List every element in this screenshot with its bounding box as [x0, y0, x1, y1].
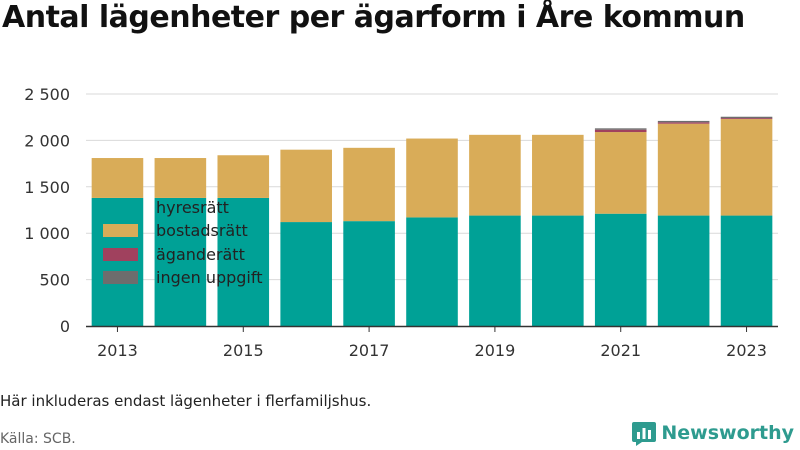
bar-2013-1: [91, 158, 144, 198]
x-tick-label-2013: 2013: [97, 341, 138, 360]
brand-name: Newsworthy: [661, 422, 794, 444]
bar-2019-1: [469, 134, 521, 216]
bar-2015-1: [217, 155, 270, 198]
y-tick-label-1500: 1 500: [24, 178, 70, 197]
x-tick-label-2015: 2015: [223, 341, 264, 360]
chart-note: Här inkluderas endast lägenheter i flerf…: [0, 392, 372, 410]
bar-2016-0: [280, 222, 332, 326]
bar-2023-3: [720, 116, 773, 119]
bar-2014-1: [154, 158, 207, 198]
y-tick-label-2500: 2 500: [24, 85, 70, 104]
legend-label-hyresratt: hyresrätt: [156, 198, 229, 218]
bar-2017-1: [343, 147, 395, 222]
bar-2022-1: [657, 123, 710, 216]
legend-label-ingen-uppgift: ingen uppgift: [156, 268, 263, 288]
bar-2021-1: [594, 132, 647, 214]
y-tick-label-0: 0: [60, 317, 70, 336]
bar-2021-2: [594, 129, 647, 133]
bar-2020-0: [532, 215, 584, 326]
legend-item-ingen-uppgift[interactable]: ingen uppgift: [103, 266, 283, 289]
legend-swatch-hyresratt: [103, 201, 138, 215]
bar-2017-0: [343, 221, 395, 326]
legend-item-aganderatt[interactable]: äganderätt: [103, 243, 283, 266]
y-tick-label-500: 500: [39, 271, 70, 290]
bar-2019-0: [469, 215, 521, 326]
brand-logo[interactable]: Newsworthy: [632, 420, 794, 446]
source-label: Källa: SCB.: [0, 431, 76, 447]
chart-legend: hyresrätt bostadsrätt äganderätt ingen u…: [103, 196, 283, 289]
x-tick-label-2019: 2019: [475, 341, 516, 360]
x-tick-label-2017: 2017: [349, 341, 390, 360]
newsworthy-chart-logo-icon: [632, 422, 657, 446]
bar-2023-1: [720, 119, 773, 216]
bar-2023-2: [720, 118, 773, 120]
bar-2013-0: [91, 197, 144, 326]
legend-swatch-bostadsratt: [103, 224, 138, 238]
bar-2023-0: [720, 215, 773, 326]
bar-2020-1: [532, 134, 584, 216]
legend-swatch-aganderatt: [103, 247, 138, 261]
x-tick-label-2021: 2021: [600, 341, 641, 360]
bar-2021-0: [594, 213, 647, 326]
legend-label-bostadsratt: bostadsrätt: [156, 221, 248, 241]
y-tick-label-2000: 2 000: [24, 131, 70, 150]
legend-item-bostadsratt[interactable]: bostadsrätt: [103, 219, 283, 242]
legend-item-hyresratt[interactable]: hyresrätt: [103, 196, 283, 219]
bar-2022-2: [657, 122, 710, 124]
bar-2018-1: [406, 138, 458, 218]
bar-2022-3: [657, 120, 710, 123]
legend-label-aganderatt: äganderätt: [156, 244, 245, 264]
legend-swatch-ingen-uppgift: [103, 271, 138, 285]
bar-2016-1: [280, 149, 332, 223]
chart-title: Antal lägenheter per ägarform i Åre komm…: [2, 0, 745, 35]
x-tick-label-2023: 2023: [726, 341, 767, 360]
y-tick-label-1000: 1 000: [24, 224, 70, 243]
bar-2022-0: [657, 215, 710, 326]
bar-2021-3: [594, 128, 647, 130]
bar-2015-0: [217, 197, 270, 326]
bar-2018-0: [406, 217, 458, 326]
bar-2014-0: [154, 197, 207, 326]
